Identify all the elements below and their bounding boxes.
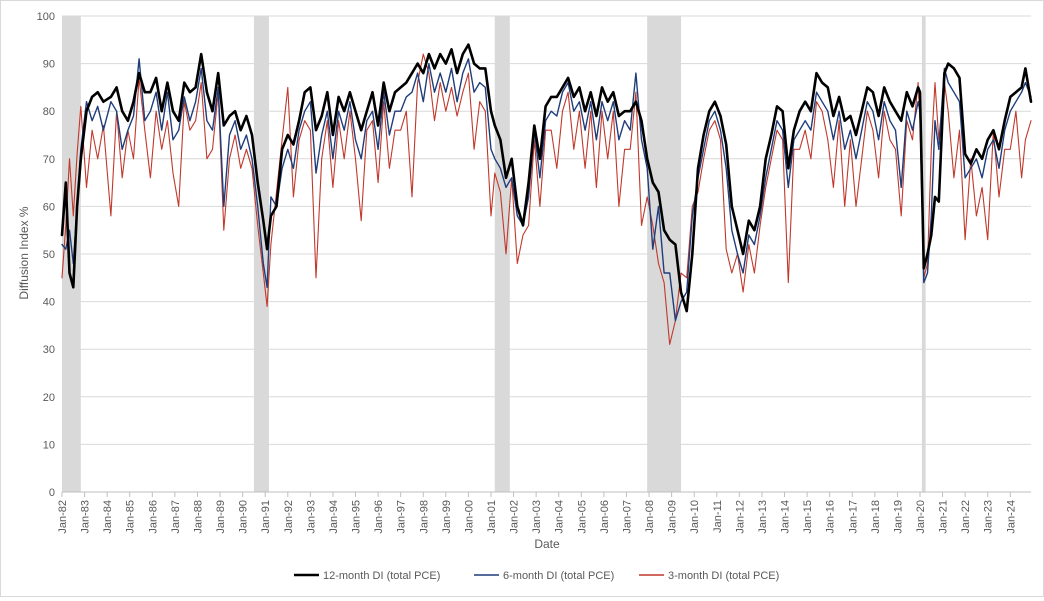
x-tick-label: Jan-14 [780,500,792,534]
x-tick-label: Jan-96 [373,500,385,534]
legend-item: 12-month DI (total PCE) [294,570,440,582]
x-tick-label: Jan-98 [418,500,430,534]
x-tick-label: Jan-04 [554,500,566,534]
x-tick-label: Jan-83 [80,500,92,534]
x-tick-label: Jan-15 [802,500,814,534]
y-axis-title: Diffusion Index % [17,206,31,299]
x-tick-label: Jan-00 [463,500,475,534]
x-tick-label: Jan-18 [870,500,882,534]
x-tick-label: Jan-86 [147,500,159,534]
legend: 12-month DI (total PCE) 6-month DI (total… [294,570,779,582]
x-tick-labels-layer: Jan-82 Jan-83 Jan-84 Jan-85 Jan-86 Jan-87 Jan-… [57,492,1017,534]
x-tick-label: Jan-05 [576,500,588,534]
y-tick-label: 60 [43,201,55,213]
x-axis-title: Date [534,537,560,551]
x-tick-label: Jan-84 [102,500,114,534]
x-tick-label: Jan-03 [531,500,543,534]
x-tick-label: Jan-99 [441,500,453,534]
x-tick-label: Jan-20 [915,500,927,534]
x-tick-label: Jan-02 [509,500,521,534]
x-tick-label: Jan-19 [892,500,904,534]
y-tick-label: 50 [43,249,55,261]
x-tick-label: Jan-94 [328,500,340,534]
y-tick-label: 30 [43,344,55,356]
x-tick-label: Jan-16 [825,500,837,534]
y-tick-label: 90 [43,59,55,71]
x-tick-label: Jan-06 [599,500,611,534]
y-tick-labels-layer: 0 10 20 30 40 50 60 70 80 90 100 [37,11,55,499]
x-tick-label: Jan-91 [260,500,272,534]
y-tick-label: 20 [43,392,55,404]
x-tick-label: Jan-90 [238,500,250,534]
x-tick-label: Jan-07 [621,500,633,534]
x-tick-label: Jan-10 [689,500,701,534]
x-tick-label: Jan-08 [644,500,656,534]
x-tick-label: Jan-09 [667,500,679,534]
x-tick-label: Jan-95 [351,500,363,534]
x-tick-label: Jan-82 [57,500,69,534]
y-tick-label: 10 [43,439,55,451]
x-tick-label: Jan-88 [192,500,204,534]
series-layer [60,43,1033,345]
x-tick-label: Jan-92 [283,500,295,534]
x-tick-label: Jan-13 [757,500,769,534]
y-tick-label: 80 [43,106,55,118]
x-tick-label: Jan-17 [847,500,859,534]
legend-item: 3-month DI (total PCE) [639,570,779,582]
series-line-6-month [61,58,1032,322]
x-tick-label: Jan-21 [938,500,950,534]
x-tick-label: Jan-01 [486,500,498,534]
x-tick-label: Jan-22 [960,500,972,534]
legend-label: 3-month DI (total PCE) [668,570,779,582]
series-line-12-month [60,43,1033,313]
legend-item: 6-month DI (total PCE) [474,570,614,582]
legend-label: 12-month DI (total PCE) [323,570,440,582]
x-tick-label: Jan-11 [712,500,724,533]
x-tick-label: Jan-85 [125,500,137,534]
y-tick-label: 40 [43,297,55,309]
legend-label: 6-month DI (total PCE) [503,570,614,582]
y-tick-label: 0 [49,487,55,499]
x-tick-label: Jan-97 [396,500,408,534]
x-tick-label: Jan-93 [305,500,317,534]
y-tick-label: 100 [37,11,55,23]
x-tick-label: Jan-87 [170,500,182,534]
x-tick-label: Jan-89 [215,500,227,534]
x-tick-label: Jan-12 [734,500,746,534]
y-tick-label: 70 [43,154,55,166]
x-tick-label: Jan-24 [1005,500,1017,534]
x-tick-label: Jan-23 [983,500,995,534]
